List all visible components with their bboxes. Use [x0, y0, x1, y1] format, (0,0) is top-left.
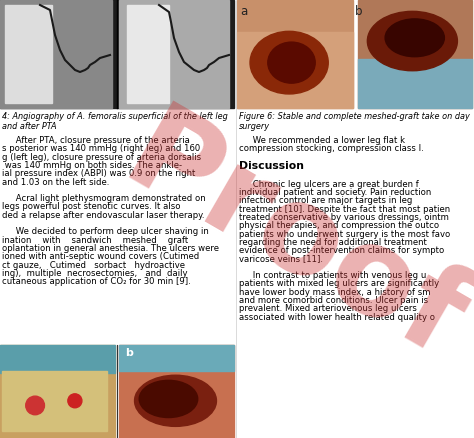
Text: ial pressure index (ABPI) was 0.9 on the right: ial pressure index (ABPI) was 0.9 on the… — [2, 169, 195, 178]
Bar — [127, 5, 169, 103]
Ellipse shape — [250, 32, 328, 94]
Bar — [0, 0, 234, 108]
Text: Figure 6: Stable and complete meshed-graft take on day
surgery: Figure 6: Stable and complete meshed-gra… — [239, 112, 470, 131]
Text: treatment [10]. Despite the fact that most patien: treatment [10]. Despite the fact that mo… — [239, 205, 450, 214]
Text: cutaneous application of CO₂ for 30 min [9].: cutaneous application of CO₂ for 30 min … — [2, 277, 191, 286]
Ellipse shape — [367, 11, 457, 71]
Bar — [358, 60, 472, 108]
Bar — [358, 0, 472, 108]
Text: oplantation in general anesthesia. The ulcers were: oplantation in general anesthesia. The u… — [2, 244, 219, 253]
Text: associated with lower health related quality o: associated with lower health related qua… — [239, 312, 435, 321]
Bar — [0, 345, 115, 438]
Bar — [119, 0, 229, 108]
Text: ded a relapse after endovascular laser therapy.: ded a relapse after endovascular laser t… — [2, 211, 204, 220]
Text: a: a — [240, 5, 247, 18]
Ellipse shape — [385, 19, 444, 57]
Text: individual patient and society. Pain reduction: individual patient and society. Pain red… — [239, 188, 431, 197]
Text: have lower body mass index, a history of sm: have lower body mass index, a history of… — [239, 288, 430, 297]
Text: Proof: Proof — [104, 98, 474, 384]
Text: compression stocking, compression class I.: compression stocking, compression class … — [239, 144, 424, 153]
Bar — [0, 0, 112, 108]
Text: patients who underwent surgery is the most favo: patients who underwent surgery is the mo… — [239, 230, 450, 239]
Text: varicose veins [11].: varicose veins [11]. — [239, 254, 323, 263]
Ellipse shape — [139, 380, 198, 417]
Bar — [119, 345, 234, 371]
Bar — [119, 345, 234, 438]
Text: g (left leg), closure pressure of arteria dorsalis: g (left leg), closure pressure of arteri… — [2, 152, 201, 162]
Bar — [237, 32, 353, 108]
Text: We recommended a lower leg flat k: We recommended a lower leg flat k — [239, 136, 405, 145]
Text: After PTA, closure pressure of the arteria: After PTA, closure pressure of the arter… — [2, 136, 190, 145]
Text: evidence of post-intervention claims for sympto: evidence of post-intervention claims for… — [239, 246, 444, 255]
Text: We decided to perform deep ulcer shaving in: We decided to perform deep ulcer shaving… — [2, 227, 209, 236]
Text: In contrast to patients with venous leg u: In contrast to patients with venous leg … — [239, 271, 427, 280]
Text: Discussion: Discussion — [239, 161, 304, 171]
Text: prevalent. Mixed arteriovenous leg ulcers: prevalent. Mixed arteriovenous leg ulcer… — [239, 304, 417, 313]
Text: legs powerful post stenotic curves. It also: legs powerful post stenotic curves. It a… — [2, 202, 181, 212]
Ellipse shape — [68, 394, 82, 408]
Text: patients with mixed leg ulcers are significantly: patients with mixed leg ulcers are signi… — [239, 279, 439, 288]
Bar — [237, 0, 353, 108]
Text: ct gauze,   Cutimed   sorbact   hydroactive: ct gauze, Cutimed sorbact hydroactive — [2, 261, 185, 269]
Text: 4: Angiography of A. femoralis superficial of the left leg
and after PTA: 4: Angiography of A. femoralis superfici… — [2, 112, 228, 131]
Text: b: b — [355, 5, 363, 18]
Bar — [2, 371, 107, 431]
Bar — [0, 345, 115, 373]
Text: infection control are major targets in leg: infection control are major targets in l… — [239, 196, 412, 205]
Text: Acral light plethysmogram demonstrated on: Acral light plethysmogram demonstrated o… — [2, 194, 206, 203]
Text: b: b — [125, 348, 133, 358]
Text: s posterior was 140 mmHg (right leg) and 160: s posterior was 140 mmHg (right leg) and… — [2, 144, 200, 153]
Bar — [5, 5, 52, 103]
Text: ination    with    sandwich    meshed    graft: ination with sandwich meshed graft — [2, 236, 188, 244]
Text: treated conservative by various dressings, ointm: treated conservative by various dressing… — [239, 213, 449, 222]
Text: and 1.03 on the left side.: and 1.03 on the left side. — [2, 177, 109, 187]
Ellipse shape — [135, 375, 217, 426]
Ellipse shape — [26, 396, 45, 415]
Text: ing),  multiple  necrosectomies,   and  daily: ing), multiple necrosectomies, and daily — [2, 269, 188, 278]
Text: and more comorbid conditions. Ulcer pain is: and more comorbid conditions. Ulcer pain… — [239, 296, 428, 305]
Ellipse shape — [268, 42, 315, 83]
Text: was 140 mmHg on both sides. The ankle-: was 140 mmHg on both sides. The ankle- — [2, 161, 182, 170]
Text: ioned with anti-septic wound covers (Cutimed: ioned with anti-septic wound covers (Cut… — [2, 252, 199, 261]
Text: regarding the need for additional treatment: regarding the need for additional treatm… — [239, 238, 427, 247]
Text: physical therapies, and compression the outco: physical therapies, and compression the … — [239, 221, 439, 230]
Text: Chronic leg ulcers are a great burden f: Chronic leg ulcers are a great burden f — [239, 180, 419, 189]
